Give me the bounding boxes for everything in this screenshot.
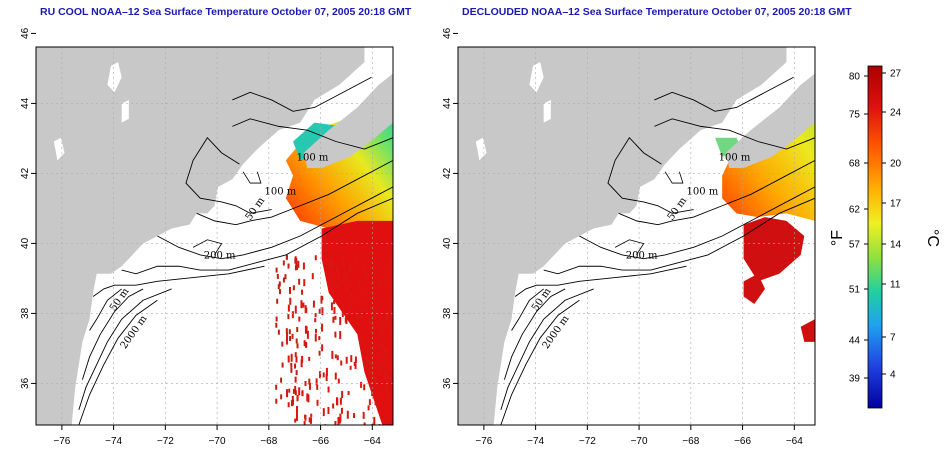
sst-gulf-stream xyxy=(321,220,393,425)
bathymetry-contour xyxy=(196,160,393,226)
bathymetry-contour xyxy=(121,197,393,275)
bathymetry-contour xyxy=(618,160,815,226)
celsius-tick-label: 24 xyxy=(890,108,902,119)
map-title-left: RU COOL NOAA–12 Sea Surface Temperature … xyxy=(40,6,412,18)
land-nova-scotia xyxy=(303,73,393,168)
celsius-tick-label: 17 xyxy=(890,199,902,210)
lake xyxy=(529,62,544,93)
bathymetry-contour xyxy=(500,288,594,411)
lake xyxy=(107,62,122,93)
bathymetry-contour xyxy=(654,118,815,150)
lat-tick-label: 38 xyxy=(442,307,453,319)
lat-tick-label: 38 xyxy=(20,307,31,319)
fahrenheit-unit: °F xyxy=(829,230,846,246)
celsius-tick-label: 4 xyxy=(890,370,896,381)
fahrenheit-tick-label: 68 xyxy=(849,159,861,170)
bathymetry-contour xyxy=(579,186,815,260)
lon-tick-label: −64 xyxy=(786,436,803,447)
celsius-tick-label: 14 xyxy=(890,240,902,251)
fahrenheit-tick-label: 51 xyxy=(849,285,861,296)
lon-tick-label: −72 xyxy=(579,436,596,447)
celsius-unit: °C xyxy=(924,229,941,247)
bathymetry-contour xyxy=(543,197,815,275)
bathymetry-contour xyxy=(500,299,580,425)
fahrenheit-tick-label: 75 xyxy=(849,110,861,121)
land-mainland xyxy=(36,47,365,425)
lat-tick-label: 44 xyxy=(442,97,453,109)
lon-tick-label: −64 xyxy=(364,436,381,447)
land-mainland xyxy=(458,47,787,425)
contour-label: 100 m xyxy=(264,186,296,197)
contour-label: 100 m xyxy=(297,152,329,163)
fahrenheit-tick-label: 62 xyxy=(849,205,861,216)
land-nova-scotia xyxy=(725,73,815,168)
lon-tick-label: −66 xyxy=(312,436,329,447)
map-frame xyxy=(457,46,816,426)
lon-tick-label: −68 xyxy=(260,436,277,447)
map-title-right: DECLOUDED NOAA–12 Sea Surface Temperatur… xyxy=(462,6,852,18)
bathymetry-contour xyxy=(232,76,372,112)
lake xyxy=(543,99,551,123)
lon-tick-label: −76 xyxy=(53,436,70,447)
celsius-tick-label: 20 xyxy=(890,159,902,170)
contour-label: 100 m xyxy=(686,186,718,197)
lon-tick-label: −70 xyxy=(209,436,226,447)
contour-label: 200 m xyxy=(204,251,236,262)
bathymetry-contour xyxy=(78,299,158,425)
map-frame xyxy=(35,46,394,426)
bathymetry-contour xyxy=(78,288,172,411)
lon-tick-label: −74 xyxy=(105,436,122,447)
lat-tick-label: 40 xyxy=(442,237,453,249)
lake xyxy=(121,99,129,123)
bathymetry-contour xyxy=(654,76,794,112)
bathymetry-contour xyxy=(514,265,687,297)
celsius-tick-label: 7 xyxy=(890,333,896,344)
fahrenheit-tick-label: 44 xyxy=(849,336,861,347)
bathymetry-contour xyxy=(503,288,566,380)
lat-tick-label: 36 xyxy=(20,377,31,389)
sst-gulf-stream xyxy=(743,217,805,282)
bathymetry-contour xyxy=(81,288,144,380)
bathymetry-contour xyxy=(607,136,694,214)
lon-tick-label: −68 xyxy=(682,436,699,447)
lon-tick-label: −76 xyxy=(475,436,492,447)
bathymetry-contour xyxy=(242,171,262,184)
bathymetry-contour xyxy=(232,118,393,150)
colorbar: 80 75 68 62 57 51 44 39 27 24 20 17 14 11 7 4 °F °C xyxy=(829,65,941,409)
bathymetry-contour xyxy=(664,171,684,184)
bathymetry-contour xyxy=(92,265,265,297)
lat-tick-label: 44 xyxy=(20,97,31,109)
bathymetry-contour xyxy=(192,239,223,256)
lat-tick-label: 46 xyxy=(442,27,453,39)
bathymetry-contour xyxy=(614,239,645,256)
lat-tick-label: 40 xyxy=(20,237,31,249)
lon-tick-label: −74 xyxy=(527,436,544,447)
lon-tick-label: −70 xyxy=(631,436,648,447)
contour-label: 100 m xyxy=(719,152,751,163)
celsius-tick-label: 11 xyxy=(890,280,901,291)
lon-tick-label: −66 xyxy=(734,436,751,447)
fahrenheit-tick-label: 57 xyxy=(849,240,861,251)
lat-tick-label: 42 xyxy=(442,167,453,179)
colorbar-scale xyxy=(867,65,883,409)
contour-label: 200 m xyxy=(626,251,658,262)
bathymetry-contour xyxy=(157,186,393,260)
bathymetry-contour xyxy=(89,288,122,331)
lat-tick-label: 46 xyxy=(20,27,31,39)
bathymetry-contour xyxy=(511,288,544,331)
fahrenheit-tick-label: 39 xyxy=(849,374,861,385)
lat-tick-label: 42 xyxy=(20,167,31,179)
bathymetry-contour xyxy=(185,136,272,214)
fahrenheit-tick-label: 80 xyxy=(849,72,861,83)
lon-tick-label: −72 xyxy=(157,436,174,447)
lat-tick-label: 36 xyxy=(442,377,453,389)
celsius-tick-label: 27 xyxy=(890,69,902,80)
